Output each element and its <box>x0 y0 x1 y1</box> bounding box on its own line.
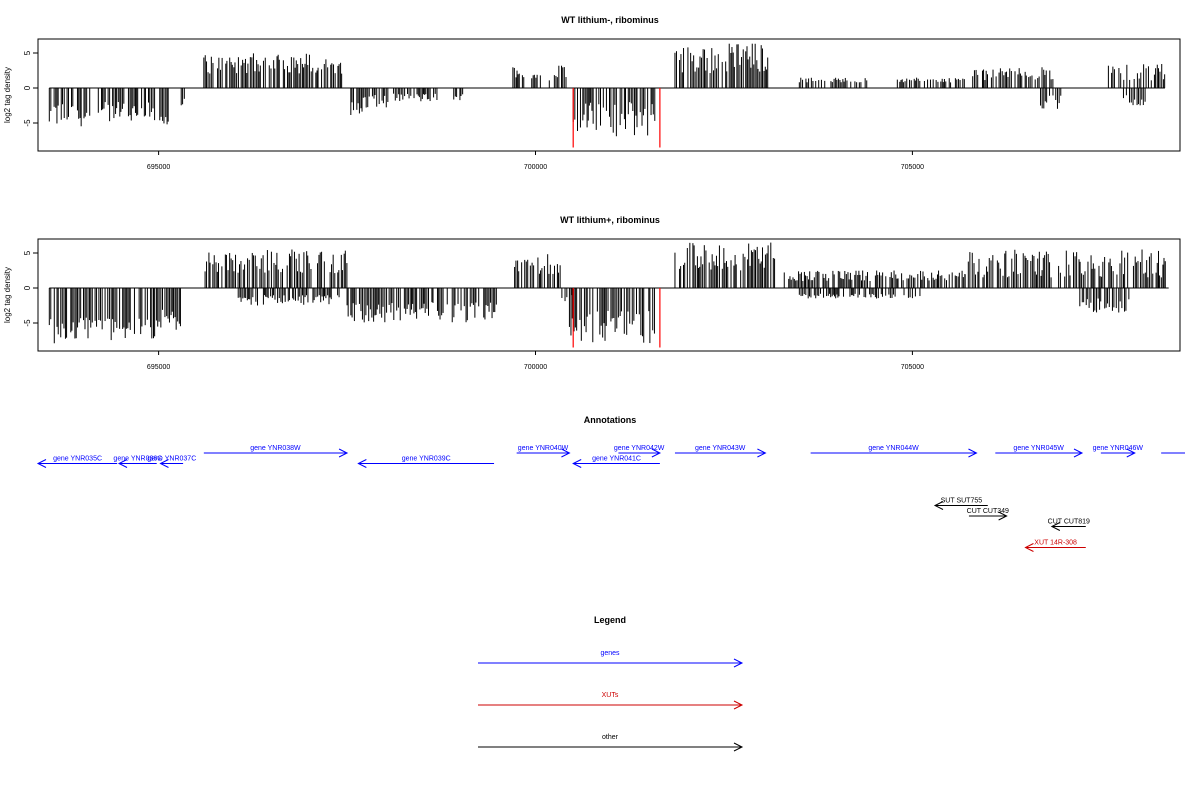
annotation-feature: gene YNR037C <box>147 456 196 468</box>
legend-label: genes <box>600 650 620 657</box>
arrow-left-icon <box>159 459 169 468</box>
arrow-right-icon <box>733 700 744 710</box>
arrow-right-icon <box>338 448 349 458</box>
arrow-left-icon <box>36 459 47 468</box>
arrow-left-icon <box>933 501 944 510</box>
annotation-feature: gene YNR044W <box>810 445 978 458</box>
annotation-feature: gene YNR046W <box>1093 445 1144 458</box>
arrow-right-icon <box>561 448 571 458</box>
legend-label: other <box>602 734 619 741</box>
annotation-feature: XUT 14R-308 <box>1024 540 1086 552</box>
feature-label: CUT CUT349 <box>967 508 1009 515</box>
x-tick-label: 700000 <box>524 364 547 371</box>
annotation-feature: gene YNR042W <box>614 445 665 458</box>
annotation-feature: gene YNR035C <box>36 456 118 468</box>
annotation-feature: CUT CUT349 <box>967 508 1009 521</box>
feature-label: gene YNR035C <box>53 456 102 463</box>
annotation-feature: gene YNR040W <box>516 445 571 458</box>
track-title-top: WT lithium-, ribominus <box>561 15 659 25</box>
feature-label: gene YNR043W <box>695 445 746 452</box>
arrow-right-icon <box>733 658 744 668</box>
feature-label: gene YNR040W <box>518 445 569 452</box>
feature-label: gene YNR045W <box>1013 445 1064 452</box>
annotations-title: Annotations <box>584 415 637 425</box>
y-tick-label: 0 <box>23 285 32 290</box>
annotation-feature: SUT SUT755 <box>933 498 988 510</box>
y-tick-label: 5 <box>23 50 32 55</box>
density-bars <box>48 43 1166 137</box>
y-tick-label: 0 <box>23 85 32 90</box>
track-panel-lithium-plus: -5 0 5 log2 tag density 695000 700000 705000 <box>3 238 1181 371</box>
arrow-left-icon <box>1050 522 1061 531</box>
plot-frame <box>37 38 1181 152</box>
annotation-feature: gene YNR045W <box>995 445 1084 458</box>
x-tick-label: 705000 <box>901 364 924 371</box>
legend-item: XUTs <box>478 692 744 710</box>
feature-label: gene YNR042W <box>614 445 665 452</box>
x-tick-label: 700000 <box>524 164 547 171</box>
legend-label: XUTs <box>602 692 619 699</box>
y-axis-label: log2 tag density <box>3 267 12 323</box>
feature-label: gene YNR036C <box>113 456 162 463</box>
feature-label: gene YNR039C <box>402 456 451 463</box>
arrow-left-icon <box>357 459 367 468</box>
feature-label: CUT CUT819 <box>1048 519 1090 526</box>
y-tick-label: 5 <box>23 250 32 255</box>
arrow-right-icon <box>733 742 744 752</box>
track-title-middle: WT lithium+, ribominus <box>560 215 660 225</box>
y-tick-label: -5 <box>23 119 32 127</box>
arrow-right-icon <box>1073 448 1084 458</box>
arrow-right-icon <box>757 448 767 458</box>
x-tick-label: 705000 <box>901 164 924 171</box>
track-panel-lithium-minus: -5 0 5 log2 tag density 695000 700000 705000 <box>3 38 1181 171</box>
feature-label: gene YNR046W <box>1093 445 1144 452</box>
feature-label: gene YNR038W <box>250 445 301 452</box>
legend-title: Legend <box>594 615 626 625</box>
feature-label: SUT SUT755 <box>941 498 983 505</box>
y-tick-label: -5 <box>23 319 32 327</box>
feature-label: XUT 14R-308 <box>1034 540 1077 547</box>
legend-item: genes <box>478 650 744 668</box>
annotation-feature: gene YNR039C <box>357 456 495 468</box>
legend-item: other <box>478 734 744 752</box>
arrow-left-icon <box>572 459 582 468</box>
arrow-right-icon <box>998 511 1008 521</box>
arrow-right-icon <box>651 448 661 458</box>
annotation-feature: gene YNR036C <box>113 456 162 468</box>
feature-label: gene YNR037C <box>147 456 196 463</box>
legend: genes XUTs other <box>478 650 744 752</box>
density-bars <box>48 242 1166 344</box>
feature-label: gene YNR044W <box>868 445 919 452</box>
arrow-right-icon <box>1126 448 1136 458</box>
annotation-feature: gene YNR041C <box>572 456 660 468</box>
arrow-right-icon <box>968 448 978 458</box>
plot-frame <box>37 238 1181 352</box>
annotation-feature: gene YNR043W <box>674 445 767 458</box>
x-tick-label: 695000 <box>147 164 170 171</box>
x-tick-label: 695000 <box>147 364 170 371</box>
annotation-feature: CUT CUT819 <box>1048 519 1090 531</box>
arrow-left-icon <box>117 459 128 468</box>
arrow-left-icon <box>1024 543 1034 552</box>
y-axis-label: log2 tag density <box>3 67 12 123</box>
feature-label: gene YNR041C <box>592 456 641 463</box>
annotation-feature: gene YNR038W <box>203 445 349 458</box>
